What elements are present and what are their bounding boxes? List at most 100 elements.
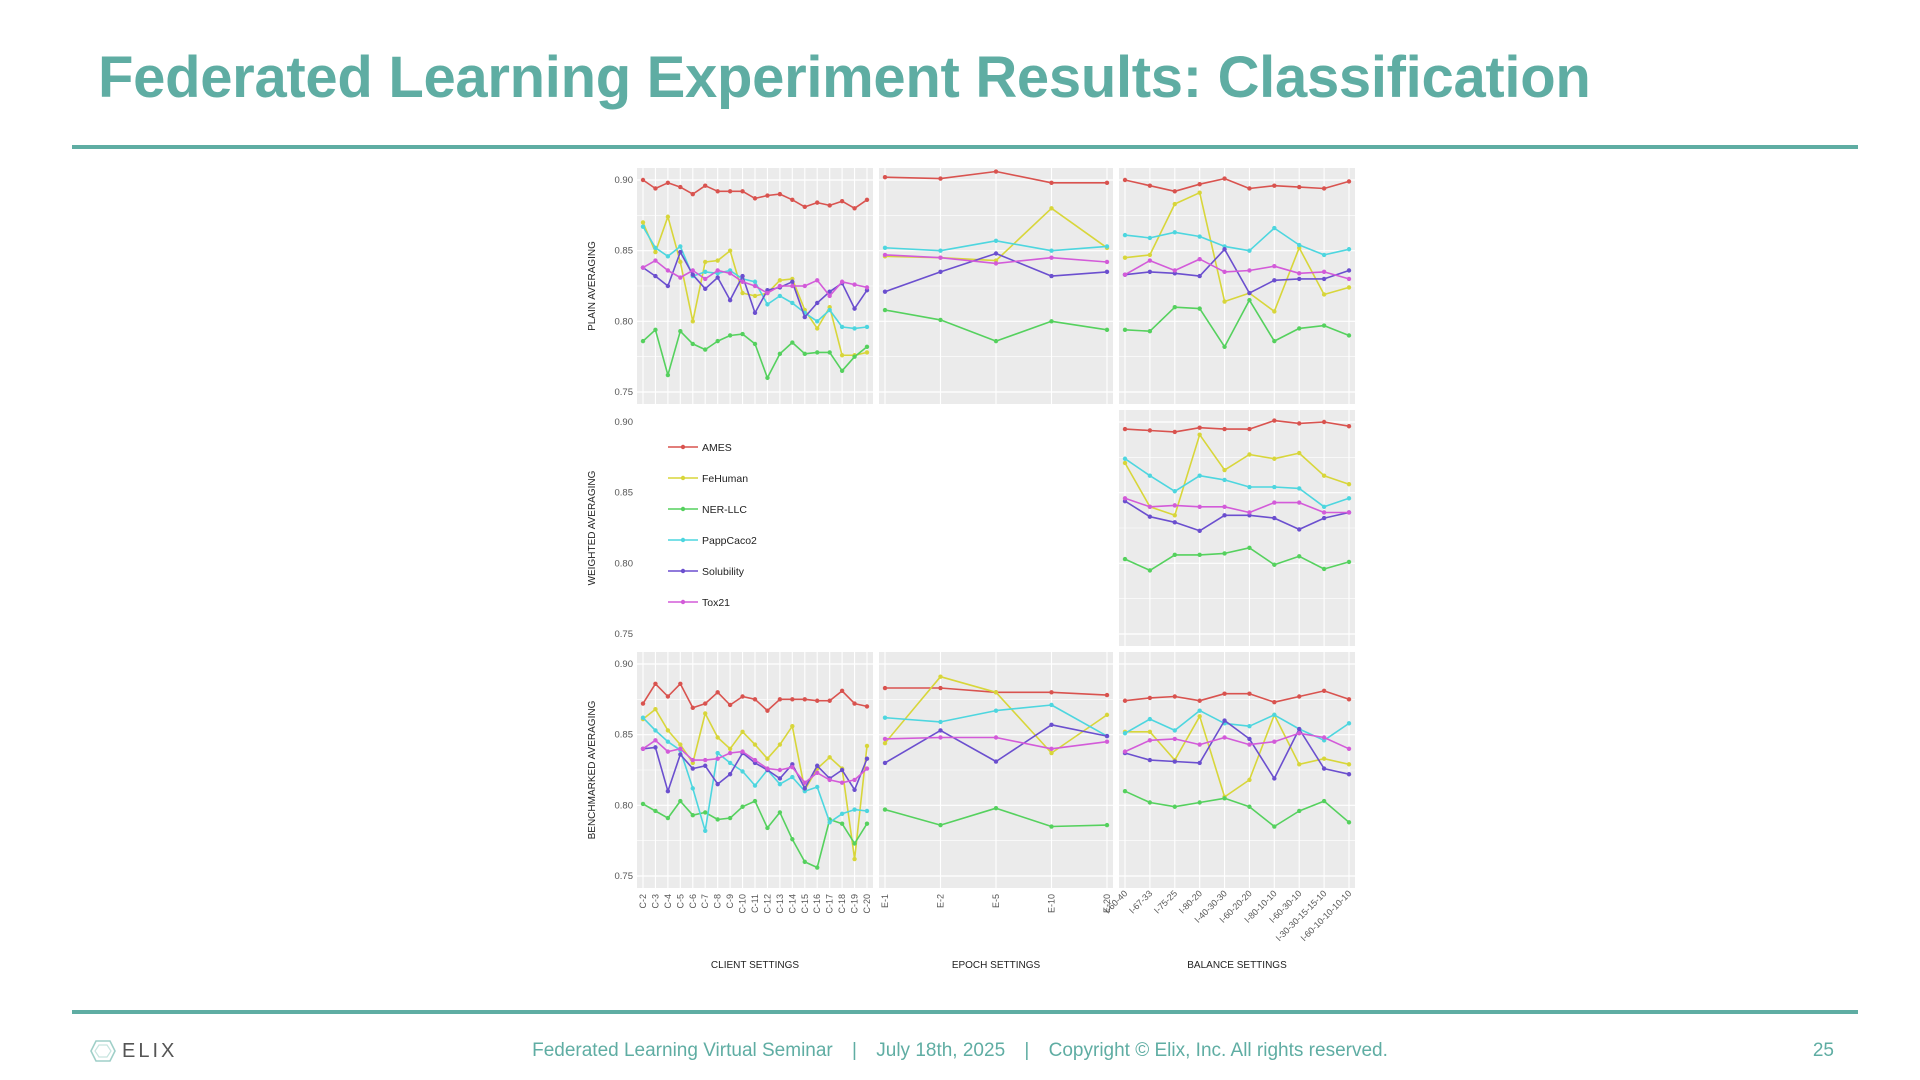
data-point: [839, 780, 845, 785]
data-point: [1321, 186, 1327, 191]
data-point: [777, 742, 783, 747]
data-point: [690, 319, 695, 324]
data-point: [690, 757, 695, 763]
legend-label: FeHuman: [702, 473, 748, 485]
data-point: [1321, 756, 1327, 761]
data-point: [1346, 424, 1352, 429]
data-point: [1122, 255, 1128, 260]
data-point: [1346, 333, 1352, 338]
logo-text: ELIX: [122, 1039, 178, 1062]
data-point: [777, 293, 783, 299]
y-tick-label: 0.85: [615, 246, 634, 257]
data-point: [1346, 481, 1352, 487]
footer-info: Federated Learning Virtual Seminar | Jul…: [0, 1040, 1920, 1062]
data-point: [1297, 450, 1302, 456]
data-point: [1197, 182, 1202, 187]
data-point: [839, 199, 845, 204]
data-point: [1197, 256, 1202, 262]
data-point: [993, 690, 999, 695]
series-line-ames: [1124, 177, 1350, 193]
data-point: [1247, 297, 1252, 303]
data-point: [1172, 759, 1177, 764]
data-point: [790, 340, 795, 345]
data-point: [1297, 762, 1302, 767]
data-point: [665, 815, 671, 821]
data-point: [1247, 290, 1252, 296]
data-point: [653, 728, 658, 733]
column-label: EPOCH SETTINGS: [952, 960, 1041, 971]
data-point: [640, 224, 646, 229]
data-point: [1104, 327, 1110, 333]
data-point: [1272, 309, 1277, 314]
data-point: [1147, 183, 1153, 188]
data-point: [864, 756, 870, 761]
data-point: [1197, 698, 1202, 703]
data-point: [703, 828, 708, 833]
x-tick-label: E-20: [1102, 894, 1112, 913]
data-point: [802, 697, 807, 702]
data-point: [1346, 179, 1352, 184]
data-point: [1272, 739, 1277, 744]
data-point: [1049, 255, 1054, 260]
data-point: [678, 798, 683, 804]
data-point: [1197, 273, 1202, 279]
x-tick-label: C-19: [850, 894, 860, 914]
data-point: [864, 766, 870, 771]
data-point: [1172, 429, 1177, 435]
data-point: [740, 273, 745, 279]
data-point: [852, 306, 857, 311]
data-point: [802, 283, 807, 289]
y-tick-label: 0.75: [615, 387, 634, 398]
data-point: [703, 711, 708, 716]
x-tick-label: C-7: [700, 894, 710, 909]
y-tick-label: 0.90: [615, 175, 634, 186]
data-point: [640, 715, 646, 720]
legend-label: Tox21: [702, 597, 730, 609]
data-point: [839, 767, 845, 773]
data-point: [1297, 731, 1302, 736]
row-label: WEIGHTED AVERAGING: [587, 470, 598, 585]
legend-swatch-point: [680, 568, 686, 574]
title-divider: [72, 145, 1858, 149]
data-point: [727, 815, 733, 821]
data-point: [1049, 180, 1054, 186]
data-point: [1346, 746, 1352, 751]
data-point: [827, 698, 832, 703]
data-point: [653, 681, 658, 686]
data-point: [727, 750, 733, 756]
data-point: [1197, 708, 1202, 713]
data-point: [665, 694, 671, 699]
data-point: [1247, 510, 1252, 515]
data-point: [1122, 460, 1128, 466]
data-point: [1247, 691, 1252, 696]
data-point: [790, 197, 795, 202]
data-point: [864, 350, 870, 355]
data-point: [852, 841, 857, 846]
data-point: [665, 254, 671, 259]
footer-event: Federated Learning Virtual Seminar: [532, 1040, 833, 1061]
data-point: [882, 807, 888, 812]
series-line-fehuman: [1124, 433, 1350, 517]
footer-copyright: Copyright © Elix, Inc. All rights reserv…: [1048, 1040, 1388, 1061]
data-point: [1122, 698, 1128, 703]
data-point: [1147, 504, 1153, 509]
data-point: [1346, 772, 1352, 777]
data-point: [640, 177, 646, 183]
data-point: [1222, 299, 1227, 304]
y-tick-label: 0.75: [615, 871, 634, 882]
data-point: [882, 736, 888, 742]
data-point: [1321, 276, 1327, 282]
data-point: [1049, 746, 1054, 751]
data-point: [802, 786, 807, 791]
data-point: [938, 248, 943, 253]
data-point: [777, 283, 783, 289]
data-point: [852, 807, 857, 812]
data-point: [740, 331, 745, 337]
data-point: [727, 746, 733, 751]
series-line-ner-llc: [1124, 299, 1350, 348]
data-point: [1297, 486, 1302, 491]
series-line-pappcaco2: [1124, 458, 1350, 508]
x-tick-label: E-5: [991, 894, 1001, 908]
data-point: [678, 752, 683, 757]
data-point: [665, 749, 671, 754]
